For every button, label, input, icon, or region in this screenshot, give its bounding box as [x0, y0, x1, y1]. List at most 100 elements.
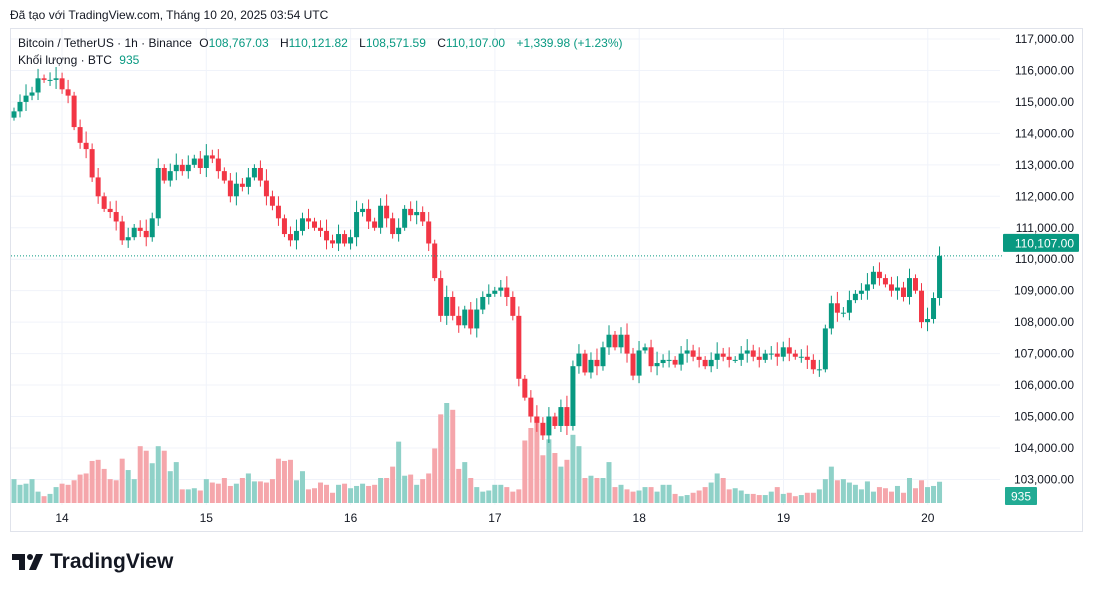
volume-bar: [131, 479, 137, 503]
candle-body: [798, 356, 804, 358]
volume-bar: [251, 481, 257, 503]
candle-body: [654, 363, 660, 367]
volume-bar: [876, 487, 882, 503]
candle-body: [275, 205, 281, 219]
volume-bar: [816, 489, 822, 503]
volume-bar: [606, 462, 612, 503]
volume-bar: [450, 409, 456, 503]
candle-body: [17, 101, 23, 112]
volume-bar: [913, 488, 918, 503]
candle-body: [876, 271, 882, 279]
last-volume-label: 935: [1011, 490, 1031, 504]
candle-body: [324, 230, 330, 241]
candle-body: [137, 227, 143, 231]
candle-body: [738, 353, 744, 360]
candle-body: [77, 127, 83, 143]
candle-body: [552, 416, 558, 426]
volume-bar: [534, 416, 540, 503]
volume-bar: [660, 484, 666, 503]
candle-body: [125, 237, 131, 241]
candle-body: [534, 416, 540, 423]
volume-bar: [792, 496, 798, 503]
time-tick-label: 19: [777, 511, 791, 525]
close-value: 110,107.00: [445, 36, 506, 50]
candle-body: [660, 359, 666, 364]
candle-body: [870, 271, 876, 285]
candle-body: [47, 79, 53, 81]
volume-bar: [245, 473, 251, 503]
volume-bar: [113, 480, 119, 503]
candle-body: [402, 208, 408, 228]
volume-bar: [227, 485, 233, 503]
volume-bar: [858, 489, 864, 503]
symbol-title[interactable]: Bitcoin / TetherUS · 1h · Binance: [18, 36, 192, 50]
candle-body: [546, 416, 552, 436]
volume-bar: [239, 478, 245, 503]
grid: [11, 29, 1000, 505]
volume-bar: [474, 487, 480, 503]
volume-bar: [360, 483, 366, 503]
volume-bar: [287, 459, 293, 503]
price-tick-label: 107,000.00: [1014, 347, 1074, 361]
last-volume-badge: [1005, 487, 1037, 505]
low-value: 108,571.59: [365, 36, 426, 50]
candle-body: [774, 353, 780, 357]
volume-bar: [870, 491, 876, 503]
tradingview-logo[interactable]: TradingView: [12, 550, 173, 574]
low-label: L: [359, 36, 366, 50]
candle-body: [233, 183, 239, 197]
volume-bar: [618, 484, 624, 503]
volume-bar: [882, 488, 888, 503]
candle-body: [744, 350, 750, 354]
volume-bar: [702, 487, 708, 503]
volume-bar: [696, 490, 702, 503]
candle-body: [167, 171, 173, 181]
volume-bars: [11, 403, 943, 503]
candle-body: [239, 183, 245, 187]
candle-body: [762, 353, 768, 360]
candle-body: [582, 353, 588, 373]
volume-bar: [59, 483, 65, 503]
price-tick-label: 114,000.00: [1015, 126, 1074, 140]
last-price-label: 110,107.00: [1015, 236, 1074, 250]
candle-body: [312, 221, 317, 228]
volume-bar: [324, 484, 330, 503]
volume-bar: [468, 478, 474, 503]
volume-bar: [330, 492, 336, 503]
time-axis: 14 15 16 17 18 19 20: [55, 511, 934, 525]
candle-body: [360, 208, 366, 213]
volume-bar: [582, 478, 588, 503]
candle-body: [913, 278, 918, 291]
volume-bar: [275, 458, 281, 503]
volume-bar: [925, 487, 931, 503]
volume-bar: [444, 403, 450, 503]
price-tick-label: 105,000.00: [1014, 410, 1074, 424]
volume-bar: [456, 468, 462, 503]
candle-body: [221, 171, 227, 181]
volume-bar: [29, 479, 35, 503]
candle-body: [768, 353, 774, 355]
volume-bar: [498, 484, 504, 503]
volume-bar: [396, 441, 402, 503]
volume-value: 935: [119, 53, 140, 67]
volume-bar: [834, 480, 840, 503]
candle-body: [336, 234, 342, 244]
time-tick-label: 16: [344, 511, 358, 525]
candle-body: [564, 407, 570, 426]
volume-bar: [402, 475, 408, 503]
volume-bar: [672, 493, 678, 503]
candle-body: [215, 158, 221, 172]
volume-bar: [852, 484, 858, 503]
candle-body: [708, 359, 714, 367]
candle-body: [504, 287, 510, 297]
volume-bar: [209, 482, 215, 503]
candle-body: [925, 318, 931, 323]
candle-body: [83, 142, 89, 150]
volume-bar: [426, 473, 432, 503]
volume-bar: [161, 450, 167, 503]
price-tick-label: 104,000.00: [1014, 441, 1074, 455]
chart-legend: Bitcoin / TetherUS · 1h · Binance O108,7…: [18, 35, 627, 69]
volume-bar: [53, 487, 59, 503]
candle-body: [612, 334, 618, 348]
